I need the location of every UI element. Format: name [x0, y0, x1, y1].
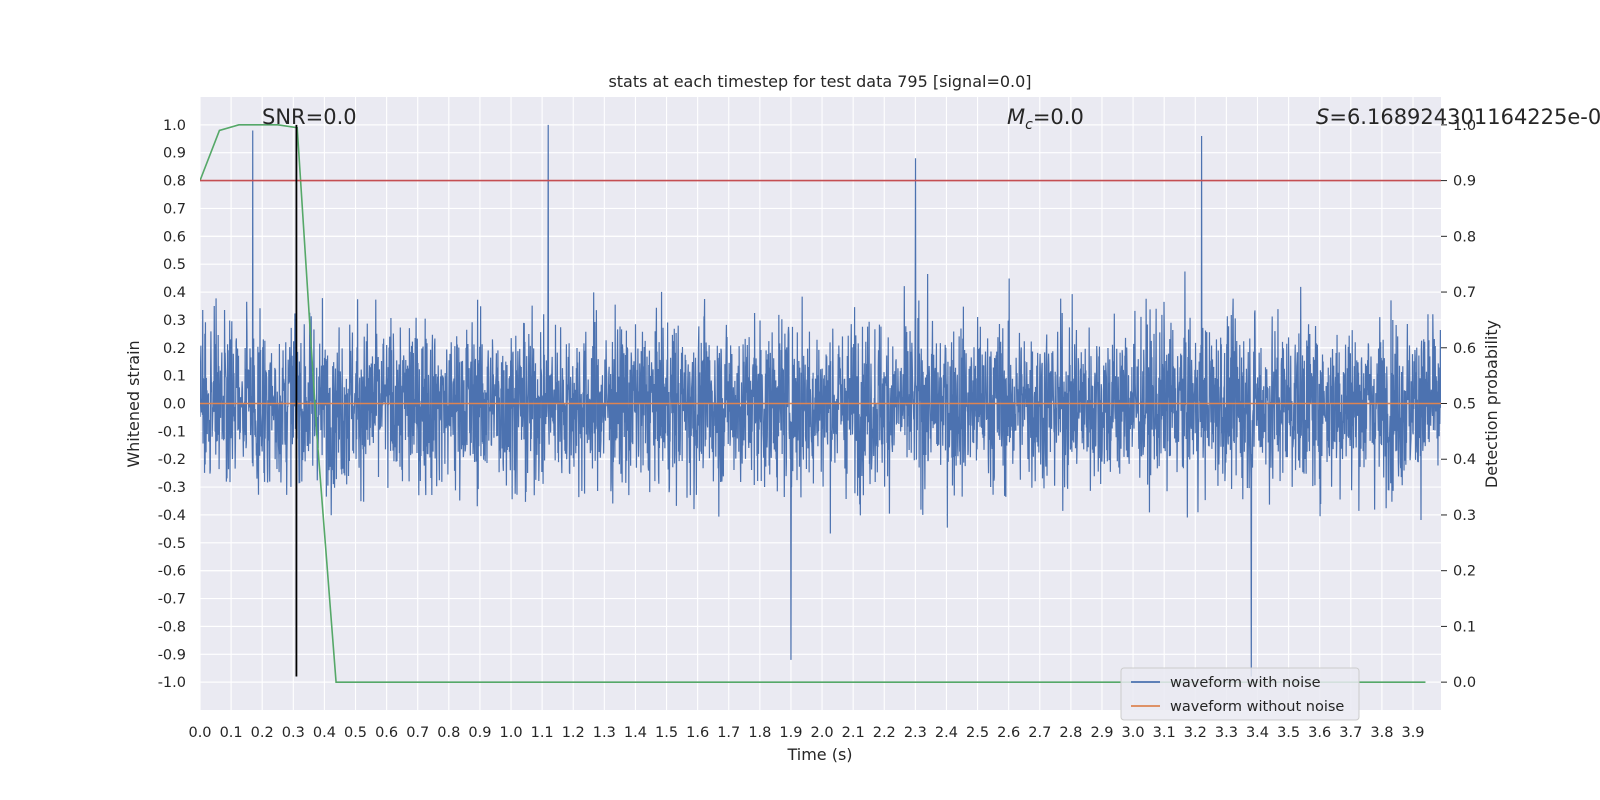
- chart-title: stats at each timestep for test data 795…: [608, 72, 1031, 91]
- x-tick-label: 3.3: [1215, 725, 1238, 741]
- x-tick-label: 3.5: [1277, 725, 1300, 741]
- y-right-tick-label: 0.2: [1453, 564, 1476, 580]
- y-tick-label: -0.5: [158, 536, 186, 552]
- y-right-tick-label: 0.5: [1453, 397, 1476, 413]
- y-right-tick-labels: 1.0 0.9 0.8 0.7 0.6 0.5 0.4 0.3 0.2 0.1 0.0: [1441, 118, 1476, 691]
- x-tick-label: 1.1: [531, 725, 554, 741]
- x-tick-label: 0.5: [344, 725, 367, 741]
- x-tick-label: 3.4: [1246, 725, 1269, 741]
- s-value: =6.168924301164225e-0: [1329, 105, 1600, 129]
- series-detection-probability: [200, 124, 1426, 683]
- legend-label-noise: waveform with noise: [1170, 675, 1321, 691]
- y-tick-label: 0.0: [163, 397, 186, 413]
- y-tick-label: -0.4: [158, 508, 186, 524]
- x-tick-label: 3.2: [1184, 725, 1207, 741]
- mc-value: =0.0: [1033, 105, 1084, 129]
- x-tick-label: 0.8: [437, 725, 460, 741]
- x-tick-label: 1.5: [655, 725, 678, 741]
- y-right-tick-label: 0.0: [1453, 675, 1476, 691]
- y-right-tick-label: 0.9: [1453, 174, 1476, 190]
- y-right-tick-label: 0.6: [1453, 341, 1476, 357]
- y-tick-label: -0.7: [158, 592, 186, 608]
- x-tick-label: 0.1: [220, 725, 243, 741]
- legend: waveform with noise waveform without noi…: [1120, 667, 1360, 721]
- legend-box: [1120, 667, 1360, 721]
- x-tick-label: 2.7: [1028, 725, 1051, 741]
- s-annotation: S=6.168924301164225e-0: [1316, 105, 1600, 129]
- y-right-tick-label: 0.8: [1453, 229, 1476, 245]
- y-tick-label: -0.2: [158, 452, 186, 468]
- x-tick-label: 1.9: [779, 725, 802, 741]
- x-tick-label: 0.0: [188, 725, 211, 741]
- x-tick-label: 2.2: [873, 725, 896, 741]
- y-tick-label: -1.0: [158, 675, 186, 691]
- y-right-tick-label: 0.3: [1453, 508, 1476, 524]
- mc-symbol: M: [1007, 105, 1025, 129]
- y-tick-label: 0.9: [163, 146, 186, 162]
- y-tick-label: -0.3: [158, 480, 186, 496]
- x-tick-label: 2.0: [811, 725, 834, 741]
- x-axis-label: Time (s): [786, 745, 852, 764]
- x-tick-label: 1.4: [624, 725, 647, 741]
- s-symbol: S: [1316, 105, 1329, 129]
- x-tick-label: 2.4: [935, 725, 958, 741]
- y-right-tick-label: 0.7: [1453, 285, 1476, 301]
- x-tick-label: 3.7: [1339, 725, 1362, 741]
- x-tick-label: 0.2: [251, 725, 274, 741]
- y-right-tick-label: 0.1: [1453, 619, 1476, 635]
- mc-subscript: c: [1025, 117, 1033, 133]
- y-tick-label: 0.5: [163, 257, 186, 273]
- y-tick-label: 0.3: [163, 313, 186, 329]
- y-tick-label: 1.0: [163, 118, 186, 134]
- series-waveform-with-noise: [200, 124, 1441, 677]
- y-tick-label: 0.1: [163, 369, 186, 385]
- series-layer: [200, 124, 1441, 683]
- x-tick-label: 3.6: [1308, 725, 1331, 741]
- y-tick-label: 0.7: [163, 201, 186, 217]
- x-tick-labels: 0.0 0.1 0.2 0.3 0.4 0.5 0.6 0.7 0.8 0.9 1.0 1.1 1.2 1…: [188, 725, 1424, 741]
- y-right-axis-label: Detection probability: [1482, 320, 1501, 488]
- x-tick-label: 2.3: [904, 725, 927, 741]
- x-tick-label: 0.4: [313, 725, 336, 741]
- x-tick-label: 2.5: [966, 725, 989, 741]
- x-tick-label: 1.7: [717, 725, 740, 741]
- x-tick-label: 3.0: [1122, 725, 1145, 741]
- y-tick-label: 0.8: [163, 174, 186, 190]
- y-tick-label: 0.4: [163, 285, 186, 301]
- y-axis-label: Whitened strain: [124, 340, 143, 467]
- y-right-tick-label: 0.4: [1453, 452, 1476, 468]
- x-tick-label: 1.2: [562, 725, 585, 741]
- y-tick-labels: 1.0 0.9 0.8 0.7 0.6 0.5 0.4 0.3 0.2 0.1 0.0 -0.1 -0.…: [158, 118, 186, 691]
- legend-label-clean: waveform without noise: [1170, 699, 1344, 715]
- y-tick-label: -0.1: [158, 424, 186, 440]
- y-right-tick-label: 1.0: [1453, 118, 1476, 134]
- y-tick-label: -0.9: [158, 647, 186, 663]
- y-tick-label: -0.6: [158, 564, 186, 580]
- x-tick-label: 1.3: [593, 725, 616, 741]
- x-tick-label: 3.9: [1401, 725, 1424, 741]
- x-tick-label: 0.9: [468, 725, 491, 741]
- x-tick-label: 0.6: [375, 725, 398, 741]
- mc-annotation: Mc=0.0: [1007, 105, 1084, 133]
- x-tick-label: 2.8: [1059, 725, 1082, 741]
- y-tick-label: 0.6: [163, 229, 186, 245]
- x-tick-label: 0.7: [406, 725, 429, 741]
- x-tick-label: 2.9: [1090, 725, 1113, 741]
- y-tick-label: 0.2: [163, 341, 186, 357]
- snr-annotation: SNR=0.0: [262, 105, 357, 129]
- x-tick-label: 0.3: [282, 725, 305, 741]
- x-tick-label: 3.8: [1370, 725, 1393, 741]
- x-tick-label: 2.6: [997, 725, 1020, 741]
- x-tick-label: 1.8: [748, 725, 771, 741]
- x-tick-label: 1.6: [686, 725, 709, 741]
- x-tick-label: 2.1: [842, 725, 865, 741]
- y-tick-label: -0.8: [158, 619, 186, 635]
- x-tick-label: 1.0: [499, 725, 522, 741]
- x-tick-label: 3.1: [1153, 725, 1176, 741]
